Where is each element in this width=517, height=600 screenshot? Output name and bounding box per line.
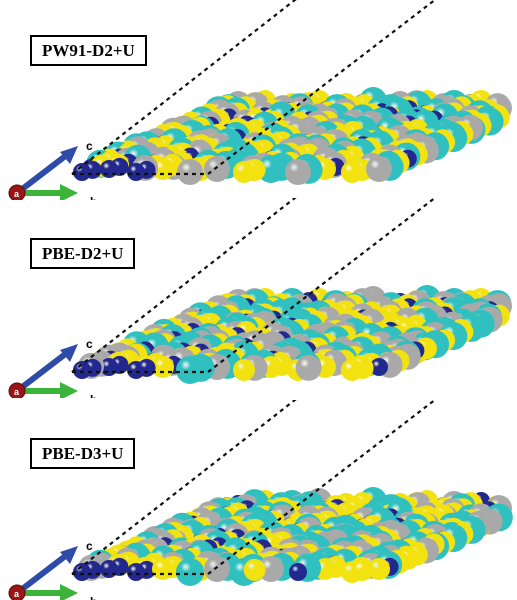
cell-edge-c — [71, 400, 297, 575]
gray-atom — [204, 556, 230, 582]
c-axis-arrow — [15, 349, 70, 394]
gray-atom — [204, 156, 230, 182]
panel-label: PBE-D2+U — [30, 238, 136, 269]
panel-pw91-d2u: c b a PW91-D2+U — [0, 0, 517, 200]
gray-atom — [366, 156, 392, 182]
cell-edge-mid — [207, 0, 437, 175]
axis-triad: c b a — [8, 337, 97, 398]
blue-atom — [289, 563, 307, 581]
slab-structure: c b a — [8, 400, 513, 600]
blue-atom — [73, 163, 91, 181]
a-axis-label: a — [14, 189, 20, 199]
b-arrowhead — [60, 584, 78, 600]
slab-structure: c b a — [8, 0, 512, 200]
cell-edge-mid — [207, 400, 437, 575]
c-arrowhead — [60, 146, 78, 164]
cell-edge-mid — [207, 198, 437, 373]
slab-structure: c b a — [8, 198, 512, 398]
yellow-atom — [341, 359, 363, 381]
c-axis-label: c — [86, 539, 93, 553]
c-axis-arrow — [15, 551, 70, 596]
gray-atom — [285, 159, 311, 185]
unit-cell-lines — [71, 400, 437, 576]
yellow-atom — [152, 558, 174, 580]
cell-edge-c — [71, 0, 297, 175]
unit-cell-lines — [71, 198, 437, 374]
yellow-atom — [341, 161, 363, 183]
b-arrowhead — [60, 382, 78, 398]
panel-pbe-d3u: c b a PBE-D3+U — [0, 400, 517, 600]
panel-label: PBE-D3+U — [30, 438, 136, 469]
atoms — [73, 285, 512, 384]
blue-atom — [127, 563, 145, 581]
c-arrowhead — [60, 344, 78, 362]
blue-atom — [127, 163, 145, 181]
gray-atom — [177, 159, 203, 185]
yellow-atom — [368, 558, 390, 580]
a-axis-dot — [8, 184, 26, 200]
a-axis-dot — [8, 584, 26, 600]
b-axis-label: b — [90, 595, 97, 600]
blue-atom — [370, 358, 388, 376]
gray-atom — [258, 556, 284, 582]
c-axis-label: c — [86, 139, 93, 153]
unit-cell-lines — [71, 0, 437, 176]
c-axis-arrow — [15, 151, 70, 196]
blue-atom — [100, 560, 118, 578]
cell-edge-c — [71, 198, 297, 373]
cyan-atom — [257, 155, 285, 183]
yellow-atom — [233, 359, 255, 381]
yellow-atom — [243, 558, 266, 581]
c-arrowhead — [60, 546, 78, 564]
panel-label: PW91-D2+U — [30, 35, 147, 66]
c-axis-label: c — [86, 337, 93, 351]
panel-pbe-d2u: c b a PBE-D2+U — [0, 198, 517, 398]
b-axis-label: b — [90, 393, 97, 398]
blue-atom — [73, 563, 91, 581]
a-axis-label: a — [14, 589, 20, 599]
blue-atom — [137, 358, 156, 377]
yellow-atom — [233, 161, 255, 183]
gray-atom — [295, 354, 322, 381]
b-axis-label: b — [90, 195, 97, 200]
atoms — [73, 487, 513, 586]
blue-atom — [73, 361, 91, 379]
cyan-atom — [176, 558, 204, 586]
yellow-atom — [351, 558, 374, 581]
b-arrowhead — [60, 184, 78, 200]
a-axis-dot — [8, 382, 26, 398]
atoms — [73, 87, 512, 185]
a-axis-label: a — [14, 387, 20, 397]
axis-triad: c b a — [8, 539, 97, 600]
cyan-atom — [176, 356, 204, 384]
blue-atom — [100, 160, 118, 178]
axis-triad: c b a — [8, 139, 97, 200]
